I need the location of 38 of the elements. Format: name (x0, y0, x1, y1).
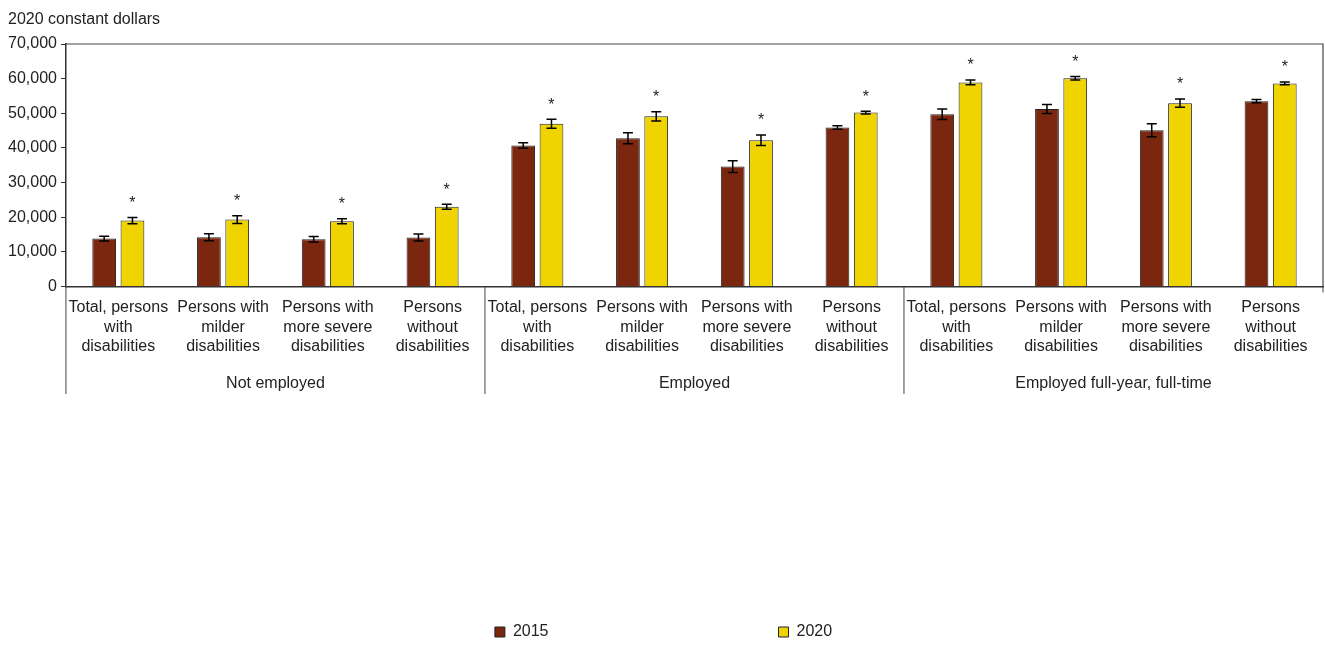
data-label: * (129, 193, 136, 211)
data-label: * (757, 111, 765, 129)
x-tick-label: Persons without disabilities (814, 298, 889, 354)
data-label: * (1176, 75, 1184, 93)
x-tick-label: Persons without disabilities (395, 298, 470, 354)
data-label: * (967, 56, 974, 74)
x-tick-label: Total, persons with disabilities (68, 298, 169, 354)
data-label: * (338, 195, 346, 213)
x-tick-label: Persons with more severe disabilities (701, 298, 793, 354)
x-tick-label: Persons without disabilities (1233, 298, 1308, 354)
y-tick-label: 0 (48, 276, 58, 294)
x-tick-label: Persons with milder disabilities (177, 298, 269, 354)
y-tick-label: 20,000 (8, 207, 58, 225)
data-label: * (862, 87, 869, 105)
y-tick-label: 40,000 (8, 138, 58, 156)
y-tick-label: 70,000 (8, 34, 58, 52)
y-tick-label: 60,000 (8, 69, 58, 87)
data-label: * (548, 95, 555, 113)
x-tick-label: Total, persons with disabilities (487, 298, 588, 354)
legend-label: 2020 (796, 622, 833, 640)
y-tick-label: 30,000 (8, 172, 58, 190)
text: Not employed (226, 374, 325, 392)
y-axis-title: 2020 constant dollars (8, 10, 161, 28)
data-label: * (234, 192, 241, 210)
text: Employed (658, 374, 731, 392)
x-tick-label: Total, persons with disabilities (906, 298, 1007, 354)
data-label: * (443, 180, 450, 198)
x-tick-label: Persons with milder disabilities (596, 298, 688, 354)
y-tick-label: 10,000 (8, 242, 58, 260)
text: Employed full-year, full-time (1015, 374, 1212, 392)
y-tick-label: 50,000 (8, 103, 58, 121)
data-label: * (1072, 52, 1079, 70)
x-tick-label: Persons with more severe disabilities (1120, 298, 1212, 354)
legend-label: 2015 (512, 622, 549, 640)
data-label: * (653, 88, 660, 106)
data-label: * (1281, 58, 1288, 76)
x-tick-label: Persons with milder disabilities (1015, 298, 1107, 354)
x-tick-label: Persons with more severe disabilities (282, 298, 374, 354)
